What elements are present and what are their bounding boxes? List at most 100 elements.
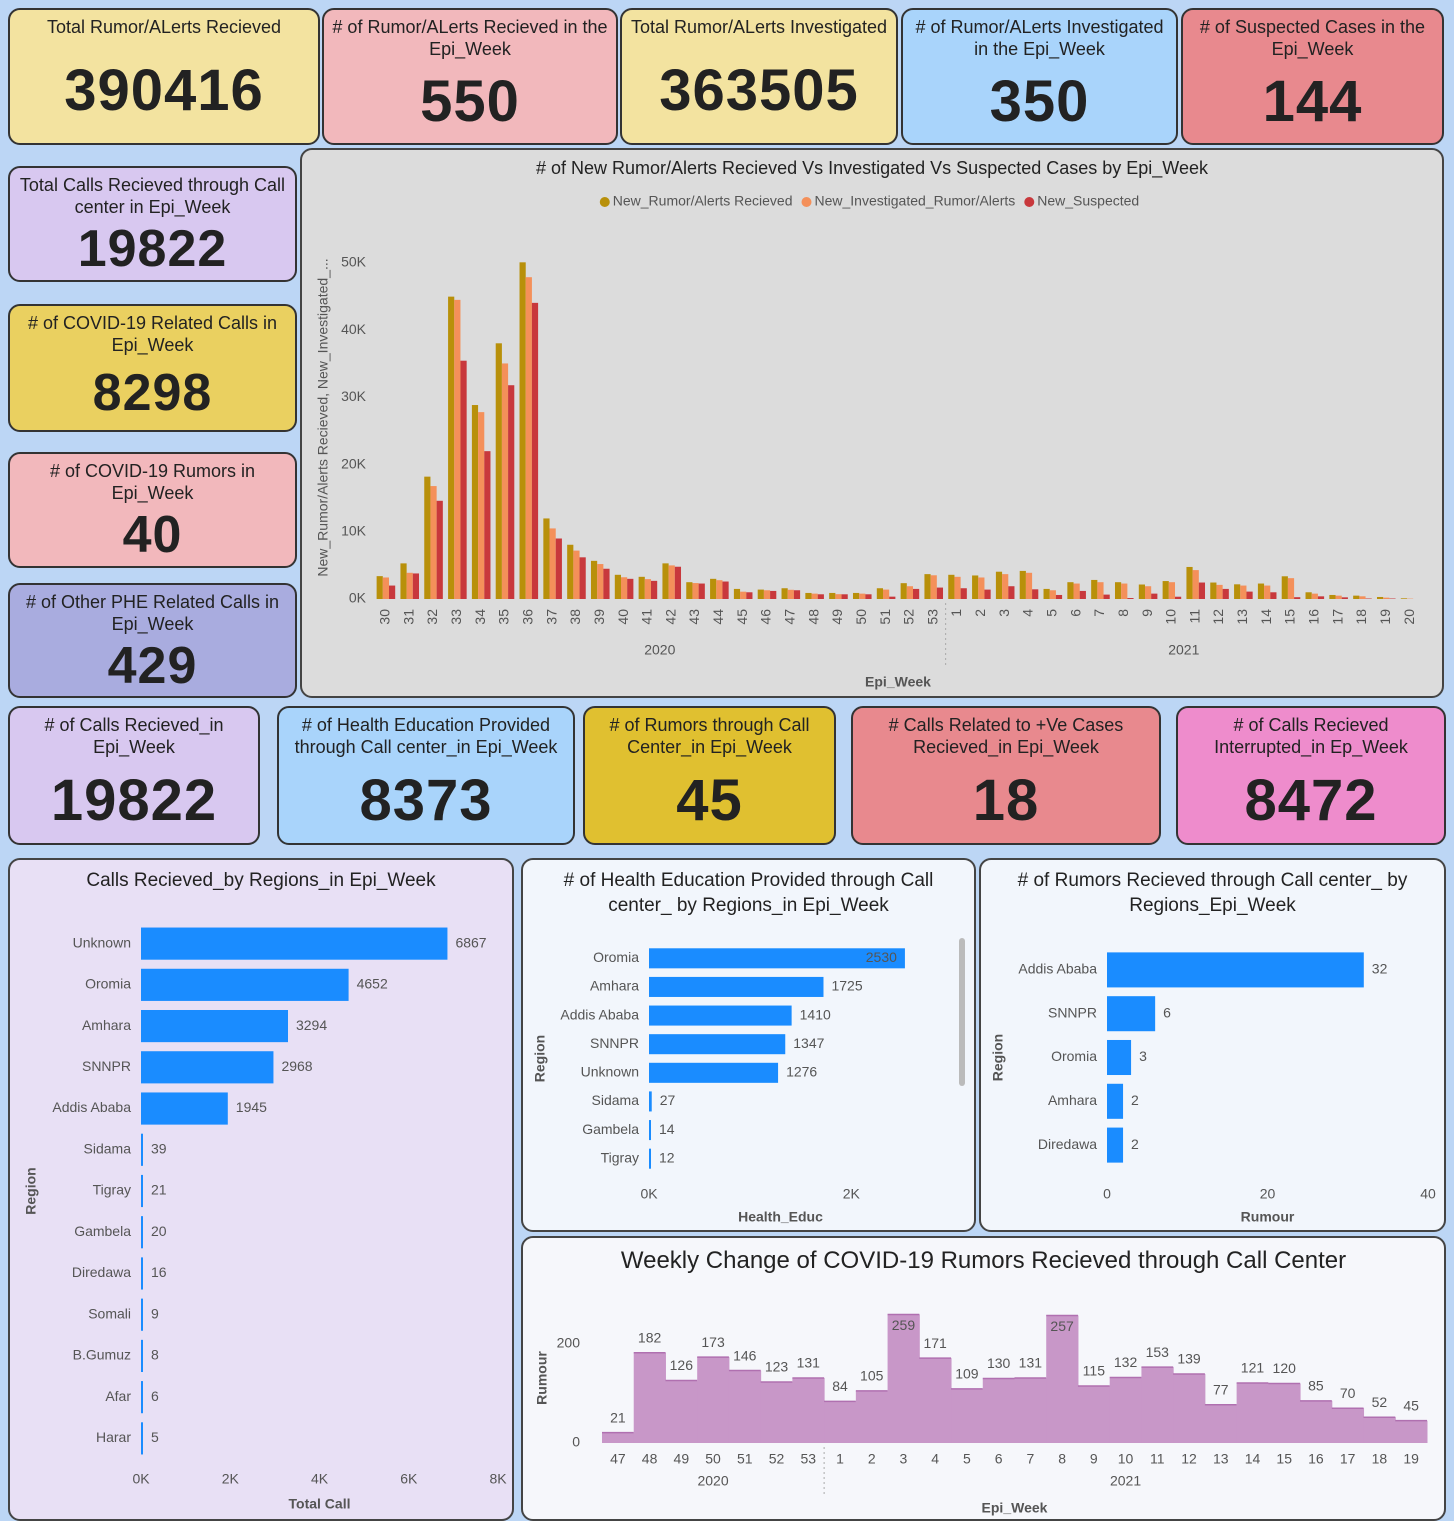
bar	[614, 574, 621, 599]
bar	[484, 451, 491, 599]
scrollbar[interactable]	[959, 938, 965, 1086]
bar	[960, 588, 967, 599]
bar	[1127, 598, 1134, 599]
x-tick-label: 10	[1163, 609, 1179, 625]
x-tick-label: 5	[963, 1451, 971, 1467]
bar	[448, 296, 455, 599]
bar	[1162, 581, 1169, 599]
data-label: 105	[860, 1368, 884, 1384]
bar	[882, 589, 890, 599]
x-group-label: 2020	[644, 642, 675, 658]
data-label: 2530	[866, 949, 897, 965]
x-tick-label: 31	[400, 609, 416, 625]
bar	[1107, 1127, 1124, 1163]
bar	[859, 593, 866, 599]
x-tick-label: 9	[1090, 1451, 1098, 1467]
card-value: 19822	[77, 220, 228, 278]
card-title: # of Rumor/ALerts Investigated in the Ep…	[915, 17, 1164, 59]
legend-swatch	[1024, 197, 1035, 207]
x-tick-label: 13	[1213, 1451, 1229, 1467]
bar	[495, 343, 502, 599]
x-tick-label: 3	[996, 609, 1012, 617]
x-tick-label: 48	[805, 609, 821, 625]
bar	[620, 577, 628, 599]
step-area	[1014, 1378, 1047, 1443]
bar	[424, 476, 431, 599]
bar	[1008, 586, 1015, 599]
bar	[716, 580, 723, 599]
bar	[1114, 582, 1122, 599]
bar	[900, 583, 907, 599]
bar	[865, 594, 872, 599]
y-tick-label: Diredawa	[72, 1264, 131, 1280]
data-label: 39	[151, 1140, 167, 1156]
bar	[1311, 593, 1318, 599]
bar	[597, 564, 604, 599]
y-axis-title: Rumour	[534, 1351, 550, 1405]
bar	[1079, 590, 1086, 599]
step-area	[855, 1390, 889, 1443]
bar	[757, 589, 764, 599]
bar	[1175, 596, 1182, 599]
y-tick-label: 200	[557, 1334, 581, 1350]
bar	[141, 968, 349, 1001]
card-title: # of Suspected Cases in the Epi_Week	[1199, 17, 1426, 59]
step-area	[1141, 1367, 1174, 1443]
x-group-label: 2021	[1110, 1473, 1141, 1489]
bar	[649, 1034, 786, 1055]
step-area	[1395, 1420, 1428, 1443]
bar	[978, 577, 985, 599]
bar	[649, 1062, 779, 1083]
x-tick-label: 45	[734, 609, 750, 625]
bar	[1043, 588, 1050, 599]
bar	[733, 588, 741, 599]
bar	[1294, 597, 1301, 599]
bar	[141, 1339, 143, 1373]
x-tick-label: 4	[931, 1451, 939, 1467]
x-group-label: 2021	[1168, 642, 1199, 658]
bar	[590, 560, 598, 599]
data-label: 16	[151, 1264, 167, 1280]
bar	[817, 594, 824, 599]
data-label: 182	[638, 1329, 662, 1345]
y-tick-label: Addis Ababa	[560, 1006, 639, 1022]
kpi-card: # of Other PHE Related Calls in Epi_Week…	[8, 583, 297, 698]
bar	[436, 500, 443, 599]
x-tick-label: 11	[1150, 1451, 1165, 1467]
data-label: 6867	[455, 934, 486, 950]
x-tick-label: 2K	[222, 1471, 240, 1487]
bar	[1073, 583, 1080, 599]
kpi-card: # Calls Related to +Ve Cases Recieved_in…	[851, 706, 1161, 845]
bar	[698, 583, 705, 599]
y-tick-label: Oromia	[1051, 1048, 1097, 1064]
x-axis-title: Health_Educ	[738, 1209, 823, 1225]
x-tick-label: 14	[1258, 609, 1274, 625]
data-label: 21	[151, 1182, 167, 1198]
step-area	[728, 1370, 762, 1443]
data-label: 259	[892, 1317, 916, 1333]
bar	[1270, 592, 1277, 599]
bar	[763, 590, 771, 599]
x-tick-label: 8	[1058, 1451, 1066, 1467]
x-tick-label: 49	[829, 609, 845, 625]
kpi-card: # of Rumor/ALerts Recieved in the Epi_We…	[322, 8, 618, 145]
x-tick-label: 19	[1403, 1451, 1419, 1467]
x-tick-label: 40	[1420, 1186, 1436, 1202]
data-label: 115	[1083, 1363, 1106, 1379]
x-tick-label: 2K	[843, 1186, 861, 1202]
chart-title: # of Health Education Provided through C…	[563, 870, 934, 916]
data-label: 21	[610, 1409, 626, 1425]
y-tick-label: Gambela	[74, 1223, 131, 1239]
step-area	[760, 1381, 793, 1443]
x-tick-label: 48	[642, 1451, 658, 1467]
bar	[1192, 570, 1199, 599]
y-tick-label: Somali	[88, 1305, 131, 1321]
x-tick-label: 2	[972, 609, 988, 617]
bar	[406, 572, 413, 599]
x-tick-label: 6K	[400, 1471, 418, 1487]
bar	[400, 563, 407, 599]
chart-panel: 0K 10K 20K 30K 40K 50K 30 31 32 33 34 35 36 37 38 39 40 4…	[300, 148, 1444, 698]
bar	[835, 594, 842, 599]
bar	[141, 1133, 143, 1166]
